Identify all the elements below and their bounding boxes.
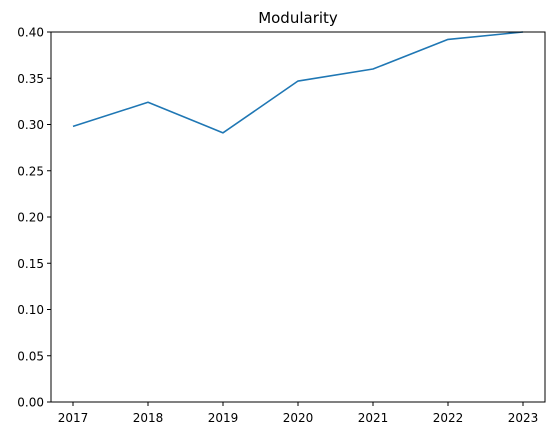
x-tick-label: 2019 [208,411,239,425]
y-tick-label: 0.15 [17,257,44,271]
data-point [72,125,74,127]
data-point [447,38,449,40]
x-axis: 2017 2018 2019 2020 2021 2022 2023 [58,402,539,425]
y-tick-label: 0.25 [17,164,44,178]
data-point [147,101,149,103]
y-tick-label: 0.35 [17,72,44,86]
y-tick-label: 0.30 [17,118,44,132]
chart-title: Modularity [258,9,338,27]
data-point [297,80,299,82]
y-tick-label: 0.00 [17,396,44,410]
data-point [372,68,374,70]
x-tick-label: 2018 [133,411,164,425]
series-layer [72,31,524,134]
x-tick-label: 2017 [58,411,89,425]
series-line [72,31,524,134]
x-tick-label: 2023 [508,411,539,425]
data-point [222,132,224,134]
plot-frame [50,31,546,403]
y-tick-label: 0.10 [17,303,44,317]
y-axis: 0.00 0.05 0.10 0.15 0.20 0.25 0.30 0.35 0.40 [17,26,51,410]
x-tick-label: 2022 [433,411,464,425]
y-tick-label: 0.40 [17,26,44,40]
y-tick-label: 0.20 [17,211,44,225]
x-tick-label: 2021 [358,411,389,425]
y-tick-label: 0.05 [17,349,44,363]
x-tick-label: 2020 [283,411,314,425]
